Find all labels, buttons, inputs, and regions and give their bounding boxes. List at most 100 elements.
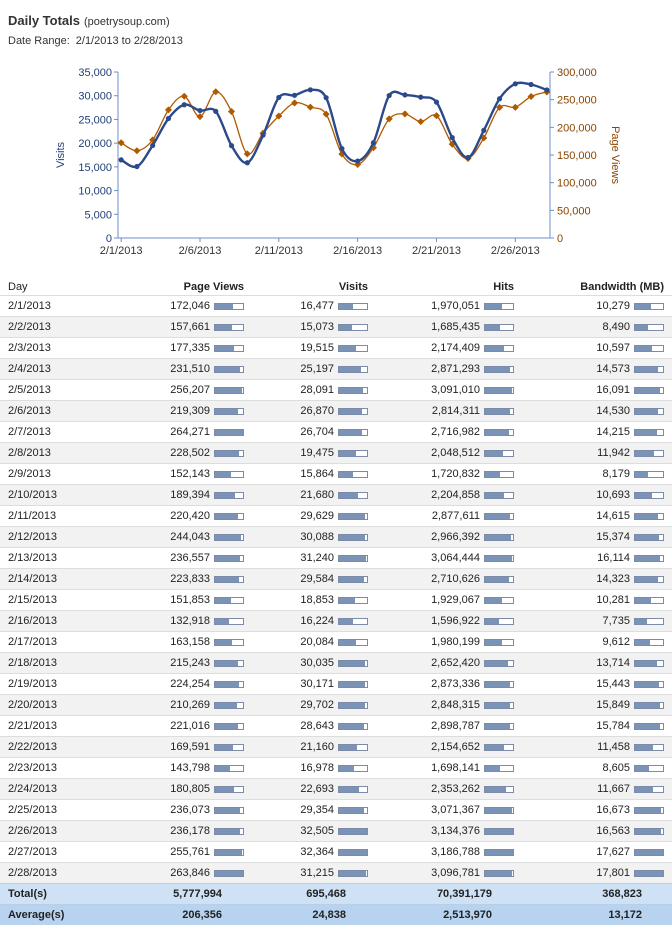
row-page-views: 255,761 bbox=[170, 846, 210, 858]
row-day: 2/17/2013 bbox=[0, 632, 96, 653]
row-visits-bar bbox=[338, 366, 368, 373]
row-bandwidth: 9,612 bbox=[602, 636, 630, 648]
bar-fill bbox=[635, 346, 652, 351]
row-bandwidth: 10,597 bbox=[596, 342, 630, 354]
row-page-views-bar bbox=[214, 786, 244, 793]
row-day: 2/28/2013 bbox=[0, 863, 96, 884]
row-bandwidth-bar bbox=[634, 639, 664, 646]
row-bandwidth-bar bbox=[634, 534, 664, 541]
row-day: 2/13/2013 bbox=[0, 548, 96, 569]
visits-point bbox=[528, 82, 533, 87]
row-visits: 26,870 bbox=[300, 405, 334, 417]
y-tick-label-right: 300,000 bbox=[557, 67, 597, 79]
row-page-views-bar bbox=[214, 702, 244, 709]
bar-fill bbox=[485, 640, 502, 645]
row-page-views: 172,046 bbox=[170, 300, 210, 312]
row-visits: 15,864 bbox=[300, 468, 334, 480]
total-visits: 695,468 bbox=[306, 888, 346, 900]
bar-fill bbox=[485, 766, 500, 771]
row-hits: 2,204,858 bbox=[431, 489, 480, 501]
bar-fill bbox=[215, 556, 240, 561]
row-hits: 2,873,336 bbox=[431, 678, 480, 690]
row-visits-bar bbox=[338, 807, 368, 814]
bar-fill bbox=[339, 598, 355, 603]
row-bandwidth: 11,942 bbox=[597, 447, 630, 459]
y-tick-label-left: 10,000 bbox=[78, 186, 112, 198]
bar-fill bbox=[635, 388, 660, 393]
row-visits: 31,215 bbox=[300, 867, 334, 879]
row-page-views-bar bbox=[214, 576, 244, 583]
page-views-point bbox=[133, 147, 140, 154]
row-hits: 3,134,376 bbox=[431, 825, 480, 837]
row-day: 2/5/2013 bbox=[0, 380, 96, 401]
row-page-views-bar bbox=[214, 849, 244, 856]
averages-label: Average(s) bbox=[0, 905, 96, 925]
bar-fill bbox=[215, 493, 235, 498]
page-views-point bbox=[417, 118, 424, 125]
bar-fill bbox=[635, 514, 658, 519]
bar-fill bbox=[635, 304, 651, 309]
header-bandwidth: Bandwidth (MB) bbox=[522, 278, 672, 296]
y-tick-label-right: 200,000 bbox=[557, 122, 597, 134]
y-tick-label-left: 25,000 bbox=[78, 114, 112, 126]
bar-fill bbox=[635, 724, 660, 729]
bar-fill bbox=[215, 640, 232, 645]
bar-fill bbox=[215, 745, 233, 750]
bar-fill bbox=[635, 745, 653, 750]
bar-fill bbox=[215, 409, 238, 414]
row-hits: 3,091,010 bbox=[431, 384, 480, 396]
visits-point bbox=[513, 81, 518, 86]
row-hits-bar bbox=[484, 513, 514, 520]
row-visits-bar bbox=[338, 345, 368, 352]
x-tick-label: 2/16/2013 bbox=[333, 245, 382, 257]
row-hits-bar bbox=[484, 597, 514, 604]
bar-fill bbox=[485, 661, 508, 666]
visits-point bbox=[339, 146, 344, 151]
row-day: 2/6/2013 bbox=[0, 401, 96, 422]
row-page-views-bar bbox=[214, 513, 244, 520]
row-page-views-bar bbox=[214, 555, 244, 562]
row-hits-bar bbox=[484, 492, 514, 499]
bar-fill bbox=[485, 325, 500, 330]
row-page-views: 163,158 bbox=[170, 636, 210, 648]
row-visits-bar bbox=[338, 471, 368, 478]
row-bandwidth: 14,215 bbox=[596, 426, 630, 438]
x-tick-label: 2/11/2013 bbox=[255, 245, 303, 257]
row-visits-bar bbox=[338, 639, 368, 646]
row-visits: 16,224 bbox=[300, 615, 334, 627]
row-hits-bar bbox=[484, 870, 514, 877]
row-hits: 2,353,262 bbox=[431, 783, 480, 795]
bar-fill bbox=[339, 745, 357, 750]
row-bandwidth-bar bbox=[634, 387, 664, 394]
row-visits-bar bbox=[338, 828, 368, 835]
row-hits-bar bbox=[484, 366, 514, 373]
bar-fill bbox=[485, 451, 503, 456]
row-page-views-bar bbox=[214, 429, 244, 436]
row-page-views: 256,207 bbox=[170, 384, 210, 396]
row-bandwidth: 10,281 bbox=[596, 594, 630, 606]
bar-fill bbox=[485, 535, 511, 540]
bar-fill bbox=[485, 409, 510, 414]
row-visits-bar bbox=[338, 681, 368, 688]
row-bandwidth-bar bbox=[634, 681, 664, 688]
header-hits: Hits bbox=[376, 278, 522, 296]
row-visits-bar bbox=[338, 744, 368, 751]
row-bandwidth: 14,615 bbox=[596, 510, 630, 522]
visits-point bbox=[245, 160, 250, 165]
row-day: 2/2/2013 bbox=[0, 317, 96, 338]
row-day: 2/20/2013 bbox=[0, 695, 96, 716]
row-bandwidth: 10,693 bbox=[596, 489, 630, 501]
bar-fill bbox=[339, 850, 367, 855]
bar-fill bbox=[339, 871, 366, 876]
row-visits: 32,364 bbox=[300, 846, 334, 858]
bar-fill bbox=[339, 493, 358, 498]
row-bandwidth-bar bbox=[634, 324, 664, 331]
row-hits-bar bbox=[484, 807, 514, 814]
